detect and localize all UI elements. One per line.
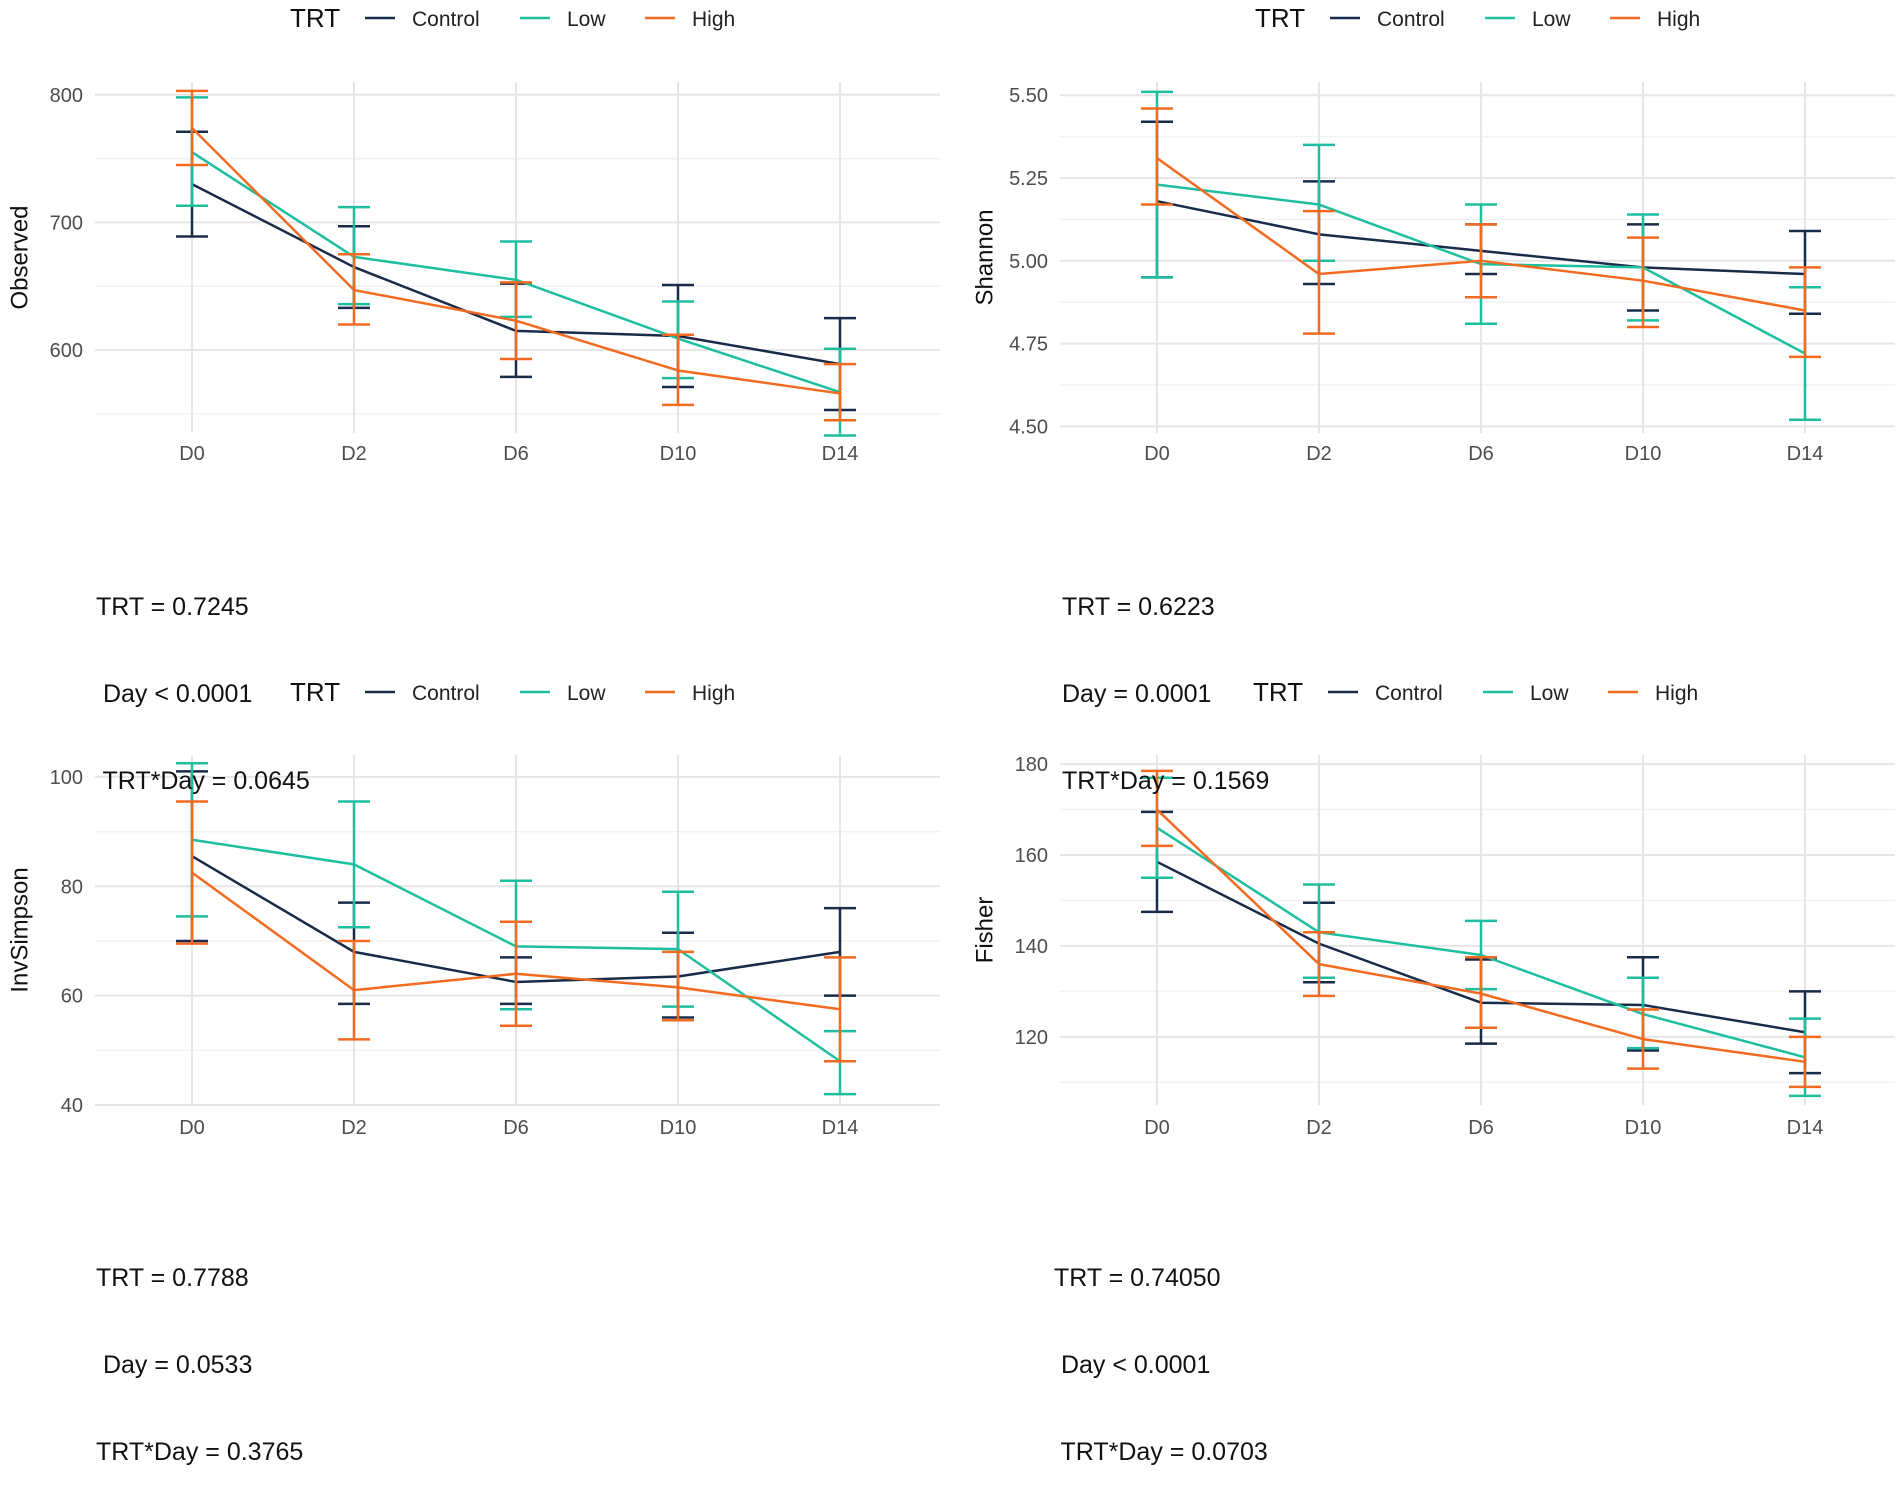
legend-label-low: Low [1532, 8, 1571, 31]
chart-panel-3: 40 60 80 100 D0 D2 D6 D10 D14 InvSimpson TRT Contro… [7, 677, 940, 1139]
x-tick-label: D10 [660, 443, 697, 465]
stats-line: Day < 0.0001 [96, 680, 253, 708]
legend-label-high: High [692, 682, 735, 705]
legend: TRT Control Low High [1255, 3, 1700, 33]
series-line [191, 151, 841, 394]
series-high [1141, 769, 1821, 1089]
x-tick-label: D0 [179, 1117, 205, 1139]
series-line [191, 127, 841, 395]
stats-panel-2: TRT = 0.6223 Day = 0.0001 TRT*Day = 0.15… [1062, 535, 1269, 825]
x-tick-label: D2 [341, 1117, 367, 1139]
y-tick-label: 60 [61, 986, 83, 1008]
y-axis-title: Observed [7, 205, 34, 309]
legend-label-high: High [692, 8, 735, 31]
y-tick-label: 140 [1015, 936, 1048, 958]
y-tick-label: 800 [50, 85, 83, 107]
stats-line: TRT*Day = 0.0703 [1054, 1438, 1268, 1466]
y-tick-label: 5.00 [1009, 251, 1048, 273]
y-tick-label: 180 [1015, 754, 1048, 776]
legend-label-low: Low [1530, 682, 1569, 705]
x-tick-label: D2 [341, 443, 367, 465]
stats-line: TRT = 0.74050 [1054, 1264, 1221, 1292]
legend-title: TRT [1255, 3, 1305, 33]
legend-label-control: Control [1375, 682, 1443, 705]
stats-line: TRT = 0.7788 [96, 1264, 249, 1292]
series-line [1156, 157, 1806, 312]
x-tick-label: D6 [503, 443, 529, 465]
legend: TRT Control Low High [1253, 677, 1698, 707]
x-tick-label: D14 [822, 1117, 859, 1139]
y-tick-label: 4.75 [1009, 334, 1048, 356]
stats-panel-3: TRT = 0.7788 Day = 0.0533 TRT*Day = 0.37… [96, 1206, 303, 1496]
legend-title: TRT [290, 3, 340, 33]
legend-label-control: Control [412, 682, 480, 705]
x-tick-label: D6 [1468, 443, 1494, 465]
legend: TRT Control Low High [290, 3, 735, 33]
series-line [1156, 826, 1806, 1059]
x-tick-label: D10 [1625, 443, 1662, 465]
stats-line: TRT = 0.7245 [96, 593, 249, 621]
stats-line: TRT = 0.6223 [1062, 593, 1215, 621]
legend-title: TRT [1253, 677, 1303, 707]
y-axis-title: InvSimpson [7, 867, 34, 992]
y-tick-label: 160 [1015, 845, 1048, 867]
stats-line: TRT*Day = 0.3765 [96, 1438, 304, 1466]
stats-panel-4: TRT = 0.74050 Day < 0.0001 TRT*Day = 0.0… [1054, 1206, 1268, 1496]
stats-line: Day = 0.0533 [96, 1351, 253, 1379]
legend: TRT Control Low High [290, 677, 735, 707]
y-axis-title: Shannon [972, 209, 999, 305]
stats-line: TRT*Day = 0.1569 [1062, 767, 1270, 795]
legend-label-high: High [1655, 682, 1698, 705]
y-tick-label: 4.50 [1009, 416, 1048, 438]
series-high [176, 89, 856, 422]
x-tick-label: D6 [503, 1117, 529, 1139]
y-tick-label: 80 [61, 876, 83, 898]
y-tick-label: 600 [50, 340, 83, 362]
x-tick-label: D10 [660, 1117, 697, 1139]
y-tick-label: 120 [1015, 1027, 1048, 1049]
figure-canvas: 600 700 800 D0 D2 D6 D10 D14 Observed TRT Control L… [7, 3, 1895, 1139]
y-tick-label: 100 [50, 767, 83, 789]
y-axis-title: Fisher [972, 897, 999, 964]
y-tick-label: 40 [61, 1095, 83, 1117]
stats-panel-1: TRT = 0.7245 Day < 0.0001 TRT*Day = 0.06… [96, 535, 310, 825]
chart-panel-1: 600 700 800 D0 D2 D6 D10 D14 Observed TRT Control L… [7, 3, 940, 465]
stats-line: Day = 0.0001 [1062, 680, 1212, 708]
chart-panel-2: 4.50 4.75 5.00 5.25 5.50 D0 D2 D6 D10 D14 Shannon T… [972, 3, 1895, 465]
x-tick-label: D10 [1625, 1117, 1662, 1139]
stats-line: TRT*Day = 0.0645 [96, 767, 310, 795]
chart-panel-4: 120 140 160 180 D0 D2 D6 D10 D14 Fisher TRT Control… [972, 677, 1895, 1139]
legend-label-low: Low [567, 8, 606, 31]
series-line [1156, 808, 1806, 1064]
legend-label-high: High [1657, 8, 1700, 31]
legend-label-low: Low [567, 682, 606, 705]
x-tick-label: D14 [1787, 1117, 1824, 1139]
series-high [176, 800, 856, 1063]
x-tick-label: D0 [179, 443, 205, 465]
x-tick-label: D0 [1144, 443, 1170, 465]
y-tick-label: 5.25 [1009, 168, 1048, 190]
x-tick-label: D0 [1144, 1117, 1170, 1139]
legend-label-control: Control [412, 8, 480, 31]
legend-label-control: Control [1377, 8, 1445, 31]
series-high [1141, 107, 1821, 359]
series-line [191, 871, 841, 1011]
x-tick-label: D2 [1306, 1117, 1332, 1139]
y-tick-label: 700 [50, 212, 83, 234]
x-tick-label: D6 [1468, 1117, 1494, 1139]
x-tick-label: D14 [1787, 443, 1824, 465]
stats-line: Day < 0.0001 [1054, 1351, 1211, 1379]
legend-title: TRT [290, 677, 340, 707]
x-tick-label: D2 [1306, 443, 1332, 465]
y-tick-label: 5.50 [1009, 85, 1048, 107]
x-tick-label: D14 [822, 443, 859, 465]
